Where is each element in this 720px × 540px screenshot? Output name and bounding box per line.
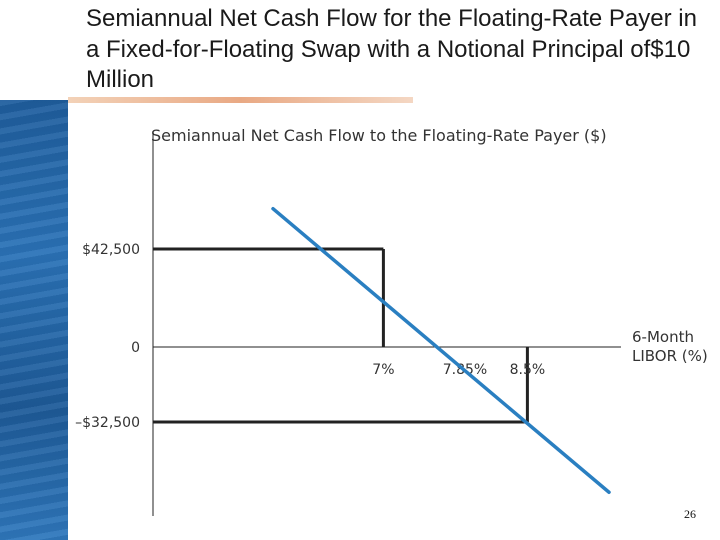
x-axis-label-line-2: LIBOR (%): [632, 347, 708, 365]
slide-title: Semiannual Net Cash Flow for the Floatin…: [86, 5, 697, 93]
series-line-0: [271, 206, 611, 495]
x-tick-label-2: 8.5%: [510, 362, 546, 378]
y-tick-label-1: 0: [131, 340, 140, 356]
x-tick-label-0: 7%: [372, 362, 394, 378]
x-axis-label-line-1: 6-Month: [632, 328, 694, 346]
cash-flow-chart: Semiannual Net Cash Flow to the Floating…: [75, 126, 708, 516]
y-tick-label-2: –$32,500: [75, 415, 140, 431]
chart-area: Semiannual Net Cash Flow to the Floating…: [68, 103, 720, 540]
y-tick-label-0: $42,500: [82, 242, 140, 258]
sidebar-decoration: [0, 100, 68, 540]
series-lines: [271, 206, 611, 495]
page-number: 26: [684, 507, 696, 521]
chart-title: Semiannual Net Cash Flow to the Floating…: [151, 126, 607, 145]
title-underline-strip: [68, 97, 413, 103]
reference-guides: [153, 247, 529, 424]
